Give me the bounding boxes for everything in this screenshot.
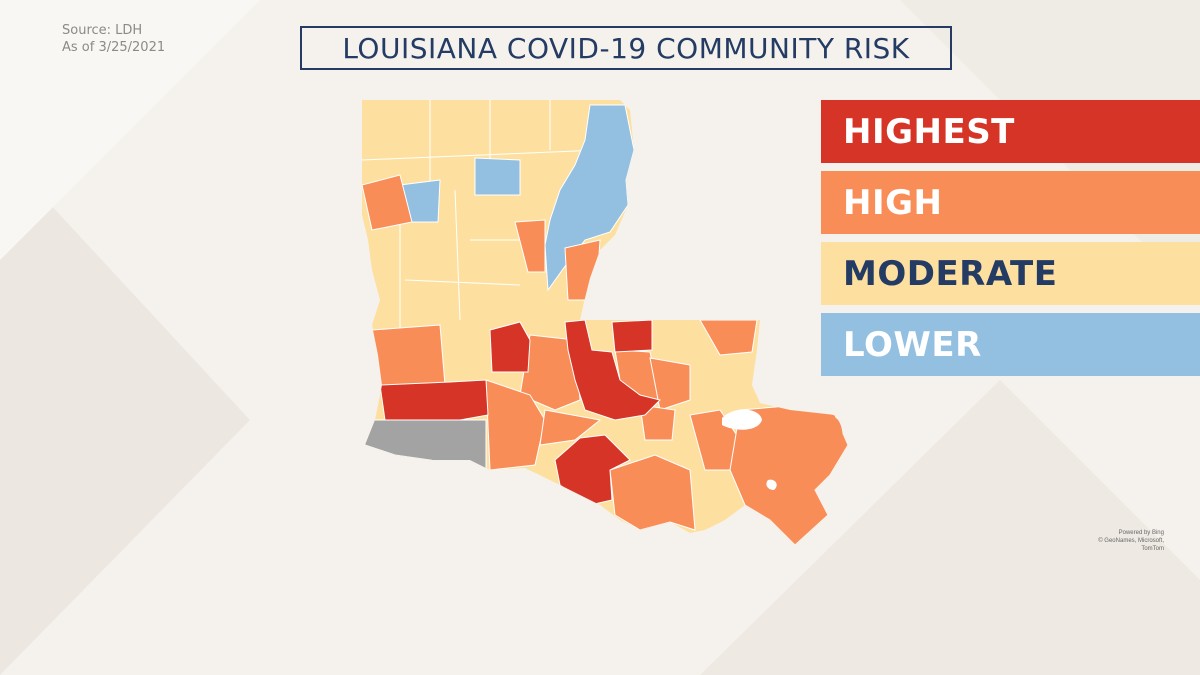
parish-high-west [362, 174, 413, 231]
parish-lower-north [474, 157, 521, 196]
legend-label-highest: HIGHEST [843, 111, 1015, 152]
risk-legend: HIGHEST HIGH MODERATE LOWER [821, 100, 1200, 384]
parish-highest-calcasieu [379, 379, 489, 421]
parish-no-data-cameron [364, 419, 487, 471]
parish-highest-west-feliciana [611, 319, 653, 353]
parish-high-livingston [649, 357, 691, 411]
legend-label-moderate: MODERATE [843, 253, 1058, 294]
legend-label-high: HIGH [843, 182, 943, 223]
source-note: Source: LDH As of 3/25/2021 [62, 22, 165, 56]
parish-high-terrebonne [609, 454, 696, 531]
credit-sources: © GeoNames, Microsoft, TomTom [1098, 538, 1164, 552]
legend-item-highest: HIGHEST [821, 100, 1200, 163]
credit-powered-by: Powered by Bing [1118, 530, 1164, 536]
parish-high-ascension [639, 404, 676, 441]
legend-item-high: HIGH [821, 171, 1200, 234]
inland-lake [766, 479, 777, 490]
map-credit: Powered by Bing © GeoNames, Microsoft, T… [1080, 529, 1164, 553]
title-box: LOUISIANA COVID-19 COMMUNITY RISK [300, 26, 952, 70]
parish-high-central [514, 219, 546, 273]
legend-item-lower: LOWER [821, 313, 1200, 376]
page-title: LOUISIANA COVID-19 COMMUNITY RISK [342, 31, 910, 65]
parish-high-river [564, 239, 601, 301]
parish-high-north-shore [699, 319, 758, 356]
parish-highest-pointe-coupee [564, 319, 661, 421]
chandeleur-islands [832, 418, 843, 462]
as-of-date: As of 3/25/2021 [62, 40, 166, 55]
legend-item-moderate: MODERATE [821, 242, 1200, 305]
lake-pontchartrain [722, 409, 762, 430]
parish-highest-evangeline [489, 321, 531, 373]
legend-label-lower: LOWER [843, 324, 982, 365]
parish-high-iberia [539, 409, 602, 446]
source-label: Source: LDH [62, 23, 143, 38]
parish-high-southwest [371, 324, 446, 386]
